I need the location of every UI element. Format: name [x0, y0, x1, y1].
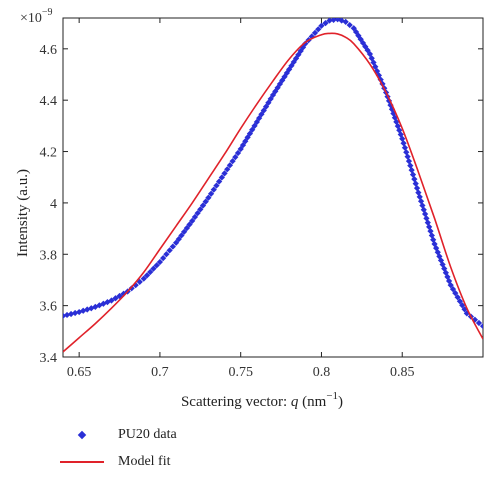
data-point	[178, 232, 185, 239]
data-point	[405, 158, 413, 165]
data-point	[172, 239, 180, 246]
x-tick-label: 0.75	[228, 365, 253, 380]
legend-line-icon	[60, 455, 104, 469]
legend-label: PU20 data	[118, 427, 177, 442]
y-tick-label: 3.8	[40, 248, 58, 263]
legend: PU20 data Model fit	[60, 424, 177, 478]
data-point	[459, 302, 466, 309]
data-point	[400, 140, 407, 147]
data-point	[449, 286, 457, 293]
x-axis-label: Scattering vector: q (nm−1)	[181, 390, 343, 410]
data-point	[412, 180, 419, 187]
y-axis-label: Intensity (a.u.)	[15, 169, 31, 257]
y-tick-label: 3.6	[40, 300, 58, 315]
data-point	[413, 185, 421, 192]
data-point	[447, 281, 454, 289]
data-point	[401, 144, 409, 151]
data-point	[232, 153, 239, 161]
legend-item-data: PU20 data	[60, 424, 177, 446]
data-point	[147, 268, 154, 276]
x-tick-label: 0.8	[313, 365, 331, 380]
plot-area: 0.65 0.7 0.75 0.8 0.85 3.4 3.6 3.8 4 4.2 4.4 4.6	[40, 17, 484, 380]
x-tick-label: 0.65	[67, 365, 92, 380]
data-point	[234, 149, 242, 157]
data-point	[408, 167, 415, 174]
data-point	[213, 182, 220, 189]
plot-frame	[62, 17, 484, 358]
data-point	[186, 221, 193, 228]
x-tick-label: 0.85	[390, 365, 415, 380]
series-line-model-fit	[63, 32, 483, 353]
data-point	[475, 319, 483, 327]
data-point	[216, 178, 223, 185]
data-point	[205, 194, 212, 201]
y-tick-label: 4	[50, 197, 57, 212]
y-axis-multiplier: ×10−9	[20, 7, 53, 26]
data-point	[210, 186, 217, 193]
legend-marker-icon	[60, 428, 104, 442]
data-point	[407, 162, 414, 169]
y-tick-label: 4.4	[40, 94, 58, 109]
data-point	[197, 206, 204, 213]
data-point	[404, 153, 411, 160]
data-point	[181, 228, 188, 235]
data-point	[454, 294, 461, 301]
data-point	[456, 298, 464, 305]
chart: 0.65 0.7 0.75 0.8 0.85 3.4 3.6 3.8 4 4.2 4.4 4.6 ×1…	[15, 7, 484, 410]
data-point	[409, 171, 417, 178]
data-point	[479, 323, 483, 330]
legend-label: Model fit	[118, 454, 171, 469]
data-point	[452, 290, 459, 297]
data-point	[207, 190, 215, 197]
data-point	[191, 213, 199, 221]
legend-item-fit: Model fit	[60, 451, 177, 473]
y-tick-label: 4.2	[40, 146, 58, 161]
series-markers-pu20	[63, 18, 483, 330]
data-point	[163, 251, 170, 258]
data-point	[175, 235, 182, 243]
data-point	[160, 255, 167, 262]
y-tick-label: 3.4	[40, 351, 58, 366]
data-point	[166, 247, 173, 254]
data-point	[202, 198, 209, 205]
data-point	[403, 149, 410, 156]
x-tick-label: 0.7	[151, 365, 169, 380]
y-tick-label: 4.6	[40, 43, 58, 58]
data-point	[229, 158, 236, 165]
data-point	[411, 176, 418, 183]
